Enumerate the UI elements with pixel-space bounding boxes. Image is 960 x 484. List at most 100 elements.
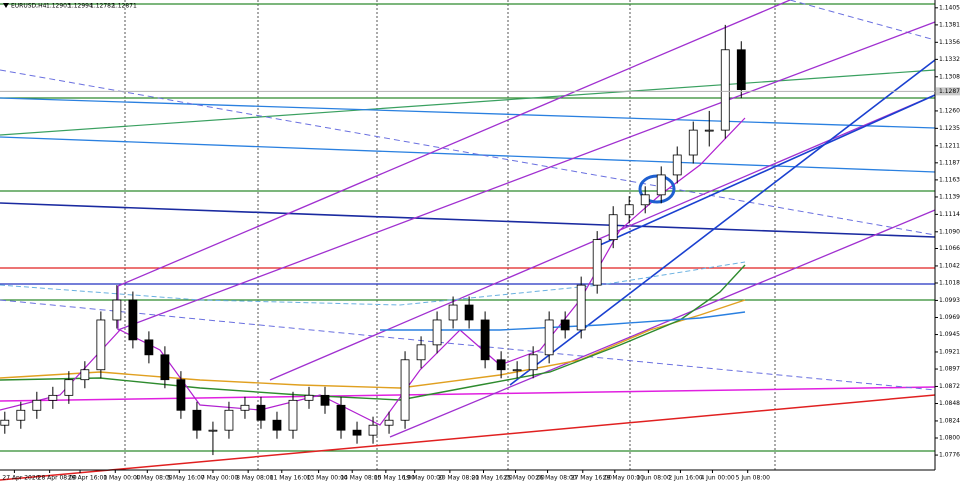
header: EURUSD,H4 1.12903 1.12994 1.12782 1.1287… — [11, 3, 137, 10]
y-tick-label: 1.14050 — [939, 4, 960, 11]
x-tick-label: 21 May 16:00 — [472, 475, 513, 482]
y-tick-label: 1.07760 — [939, 452, 960, 459]
y-tick-label: 1.09935 — [939, 297, 960, 304]
candle-body — [320, 394, 330, 406]
y-tick-label: 1.12355 — [939, 125, 960, 132]
trend-line — [0, 386, 936, 402]
candle-body — [736, 49, 746, 90]
channel-line — [269, 94, 936, 381]
y-tick-label: 1.08725 — [939, 383, 960, 390]
candle-body — [592, 239, 602, 286]
candle-body — [144, 339, 154, 356]
y-tick-label: 1.11870 — [939, 159, 960, 166]
candle-body — [448, 304, 458, 321]
x-tick-label: 1 Jun 08:00 — [636, 475, 670, 482]
x-tick-label: 5 Jun 08:00 — [736, 475, 770, 482]
y-tick-label: 1.09210 — [939, 348, 960, 355]
header-open: 1.12903 — [46, 3, 71, 10]
x-tick-label: 4 May 08:00 — [135, 475, 173, 482]
trend-line — [0, 136, 936, 173]
current-price-box — [936, 87, 960, 96]
moving-average — [380, 311, 746, 331]
channel-line — [117, 21, 936, 331]
candle-body — [272, 419, 282, 431]
x-tick-label: 29 May 00:00 — [603, 475, 644, 482]
candle-body — [224, 409, 234, 431]
candle-body — [288, 399, 298, 431]
candle-body — [416, 344, 426, 361]
x-tick-label: 15 May 16:00 — [374, 475, 415, 482]
x-tick-label: 14 May 08:00 — [340, 475, 381, 482]
y-tick-label: 1.13080 — [939, 73, 960, 80]
x-tick-label: 2 Jun 16:00 — [668, 475, 702, 482]
candle-body — [528, 354, 538, 371]
candle-body — [256, 404, 266, 421]
trend-line — [0, 299, 936, 391]
x-tick-label: 5 May 16:00 — [167, 475, 205, 482]
candle-body — [480, 319, 490, 361]
x-tick-label: 29 Apr 16:00 — [68, 475, 107, 482]
x-tick-label: 25 May 00:00 — [504, 475, 545, 482]
y-tick-label: 1.08485 — [939, 400, 960, 407]
candle-body — [640, 194, 650, 206]
candle-body — [192, 409, 202, 431]
trend-line — [0, 202, 936, 238]
candle-body — [176, 379, 186, 411]
y-tick-label: 1.08000 — [939, 435, 960, 442]
header-close: 1.12871 — [112, 3, 137, 10]
trend-line — [0, 394, 936, 481]
x-tick-label: 4 Jun 00:00 — [700, 475, 734, 482]
candle-body — [112, 299, 122, 321]
y-tick-label: 1.13565 — [939, 39, 960, 46]
candle-body — [720, 49, 730, 131]
y-tick-label: 1.13810 — [939, 21, 960, 28]
candle-body — [32, 399, 42, 411]
candle-body — [544, 319, 554, 356]
candle-body — [80, 369, 90, 381]
y-tick-label: 1.10900 — [939, 228, 960, 235]
candle-body — [368, 424, 378, 436]
y-tick-label: 1.12600 — [939, 107, 960, 114]
candle-body — [384, 419, 394, 426]
candle-body — [16, 409, 26, 421]
candle-body — [400, 359, 410, 421]
x-tick-label: 13 May 00:00 — [307, 475, 348, 482]
candle-body — [352, 429, 362, 436]
y-tick-label: 1.10180 — [939, 279, 960, 286]
candle-body — [464, 304, 474, 321]
x-tick-label: 8 May 08:00 — [236, 475, 274, 482]
header-low: 1.12782 — [90, 3, 115, 10]
candle-body — [432, 319, 442, 346]
moving-average — [0, 261, 746, 306]
x-tick-label: 20 May 08:00 — [438, 475, 479, 482]
candle-body — [496, 359, 506, 371]
x-tick-label: 19 May 00:00 — [403, 475, 444, 482]
candle-body — [336, 404, 346, 431]
candle-body — [0, 419, 10, 426]
candle-body — [64, 379, 74, 396]
candle-body — [304, 394, 314, 401]
candle-body — [624, 204, 634, 216]
x-tick-label: 26 May 08:00 — [536, 475, 577, 482]
candle-body — [576, 284, 586, 331]
candle-body — [608, 214, 618, 241]
candle-body — [96, 319, 106, 371]
x-tick-label: 1 May 00:00 — [103, 475, 141, 482]
symbol: EURUSD,H4 — [11, 3, 47, 10]
candle-body — [48, 394, 58, 401]
trend-line — [0, 69, 936, 236]
y-tick-label: 1.11145 — [939, 211, 960, 218]
candle-body — [160, 354, 170, 381]
x-tick-label: 7 May 00:00 — [201, 475, 239, 482]
candle-body — [560, 319, 570, 331]
channel-line — [389, 209, 936, 438]
drawings — [0, 0, 936, 481]
dropdown-icon — [3, 3, 9, 8]
x-tick-label: 27 Apr 2020 — [2, 475, 39, 482]
candle-body — [240, 404, 250, 411]
y-tick-label: 1.13325 — [939, 56, 960, 63]
candle-body — [128, 299, 138, 341]
y-tick-label: 1.11390 — [939, 193, 960, 200]
